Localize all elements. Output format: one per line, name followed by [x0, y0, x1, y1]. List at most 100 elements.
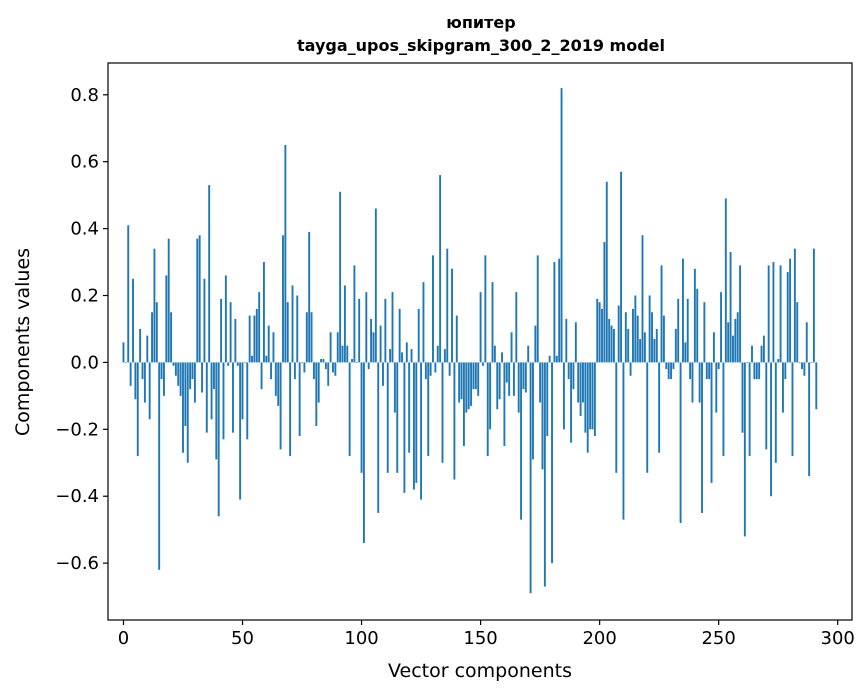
bar: [803, 362, 806, 376]
bar: [677, 298, 680, 363]
x-tick-label: 300: [821, 628, 855, 649]
bar: [448, 362, 451, 376]
bar: [332, 362, 334, 373]
bar: [255, 308, 258, 363]
bar: [453, 362, 456, 480]
bar: [670, 362, 673, 380]
bar: [217, 362, 220, 517]
bar: [153, 248, 156, 363]
bar: [236, 362, 239, 366]
bar: [693, 268, 696, 363]
bar: [274, 362, 277, 396]
bar: [772, 262, 775, 363]
y-tick-label: 0.4: [70, 219, 99, 240]
bar: [441, 362, 444, 463]
bar: [655, 328, 658, 363]
bar: [758, 362, 761, 380]
bar: [460, 362, 463, 400]
bar: [398, 308, 401, 363]
bar: [258, 292, 261, 363]
bar: [417, 308, 420, 363]
y-axis: −0.6 −0.4 −0.2 0.0 0.2 0.4 0.6 0.8: [55, 85, 108, 574]
bar: [372, 332, 375, 363]
bar: [743, 362, 746, 537]
bar: [491, 282, 494, 363]
bar: [658, 362, 661, 453]
bar: [605, 181, 608, 363]
bar: [555, 355, 558, 363]
bar: [534, 325, 537, 363]
bar: [210, 362, 213, 420]
chart-subtitle: tayga_upos_skipgram_300_2_2019 model: [297, 36, 665, 55]
bar: [739, 265, 742, 363]
bar: [789, 258, 792, 363]
bar: [296, 295, 299, 363]
bar: [282, 235, 284, 363]
bar: [715, 362, 718, 413]
bar: [310, 312, 313, 363]
bar: [667, 362, 670, 380]
bar: [796, 302, 799, 363]
bar: [572, 362, 575, 390]
bar: [129, 362, 132, 386]
bar: [170, 312, 173, 363]
bar: [427, 362, 430, 457]
bar: [201, 362, 203, 393]
bar: [717, 362, 720, 370]
bar: [584, 362, 587, 433]
bar: [774, 362, 777, 463]
y-tick-label: −0.6: [55, 553, 99, 574]
bar: [608, 318, 611, 363]
bar: [277, 362, 280, 406]
bar: [253, 315, 256, 363]
bar: [408, 362, 411, 453]
bar: [505, 362, 508, 383]
bar: [424, 362, 427, 380]
bar: [748, 362, 751, 457]
bar: [148, 362, 151, 420]
bar: [691, 362, 694, 403]
bar: [165, 275, 168, 363]
bar: [205, 362, 208, 433]
bar: [724, 198, 727, 363]
bar: [439, 175, 442, 363]
bar: [615, 362, 618, 473]
bar: [808, 362, 811, 477]
bar: [360, 362, 363, 473]
bar: [374, 208, 377, 363]
bar: [191, 362, 194, 380]
bar: [446, 248, 449, 363]
bar: [710, 362, 713, 483]
bar: [674, 328, 677, 363]
bar: [193, 362, 196, 403]
bar: [524, 362, 527, 393]
bar: [389, 349, 392, 363]
bar: [343, 285, 346, 363]
bar: [639, 338, 642, 363]
bar: [436, 345, 439, 363]
bar: [451, 268, 453, 363]
bar: [167, 238, 170, 363]
bar: [527, 345, 530, 363]
x-tick-label: 250: [701, 628, 735, 649]
bar: [736, 312, 739, 363]
bar: [141, 362, 144, 380]
bar: [517, 362, 520, 413]
bar: [246, 362, 249, 440]
bar: [224, 275, 227, 363]
bar: [689, 362, 692, 380]
bar: [801, 362, 803, 370]
x-tick-label: 150: [463, 628, 497, 649]
bar: [146, 335, 149, 363]
bar: [455, 315, 458, 363]
bar: [267, 325, 270, 363]
bar: [443, 349, 446, 363]
bar: [760, 345, 763, 363]
bar: [465, 362, 468, 413]
bar: [339, 191, 342, 363]
bar: [351, 359, 353, 363]
chart-title: юпитер: [446, 13, 515, 32]
bar: [741, 362, 744, 433]
bar: [405, 342, 408, 363]
bar: [260, 362, 263, 390]
